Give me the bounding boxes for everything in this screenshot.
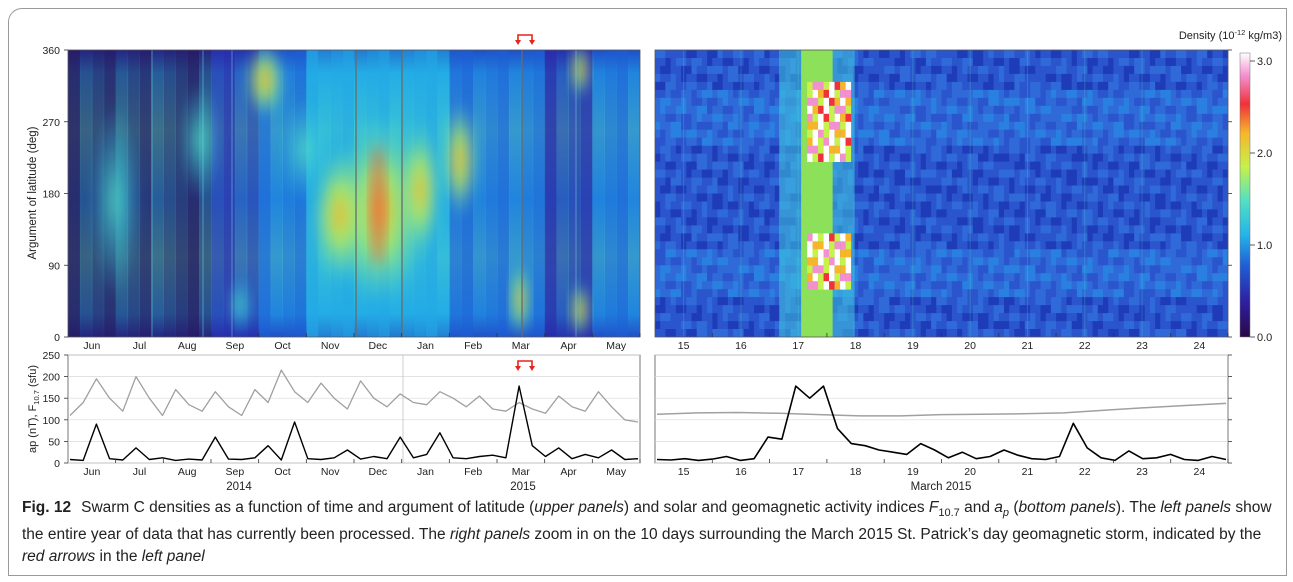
x-tick-lower-left: Aug: [178, 466, 197, 478]
x-tick-upper-right: 23: [1136, 340, 1148, 352]
y-axis-label-lower: ap (nT), F10.7 (sfu): [27, 365, 41, 453]
year-label-2015: 2015: [510, 481, 536, 493]
x-tick-lower-left: Nov: [321, 466, 340, 478]
x-tick-lower-left: Mar: [512, 466, 531, 478]
x-tick-lower-left: Jan: [417, 466, 434, 478]
x-tick-lower-right: 17: [792, 466, 804, 478]
x-tick-lower-left: Oct: [274, 466, 290, 478]
figure-label: Fig. 12: [22, 499, 72, 516]
ap-series-right: [656, 385, 1227, 462]
figure-caption: Fig. 12 Swarm C densities as a function o…: [22, 497, 1272, 568]
x-tick-lower-left: Feb: [464, 466, 482, 478]
x-tick-upper-left: Mar: [512, 340, 531, 352]
lower-left-panel: [67, 354, 641, 464]
y-tick-lower: 250: [42, 350, 60, 362]
colorbar: [1239, 52, 1251, 338]
x-tick-upper-right: 15: [678, 340, 690, 352]
x-tick-lower-right: 16: [735, 466, 747, 478]
x-tick-upper-right: 16: [735, 340, 747, 352]
x-tick-lower-right: 23: [1136, 466, 1148, 478]
y-tick-upper: 360: [42, 45, 60, 57]
x-tick-upper-left: Feb: [464, 340, 482, 352]
y-axis-label-upper: Argument of latitude (deg): [27, 126, 39, 259]
x-tick-lower-left: Sep: [225, 466, 244, 478]
x-tick-lower-right: 19: [907, 466, 919, 478]
x-tick-lower-right: 21: [1022, 466, 1034, 478]
x-tick-lower-left: May: [606, 466, 627, 478]
y-tick-lower: 200: [42, 372, 60, 384]
heatmap-left: [68, 50, 640, 337]
y-tick-upper: 90: [48, 260, 60, 272]
colorbar-tick: 0.0: [1257, 332, 1272, 344]
x-tick-upper-left: Jul: [133, 340, 146, 352]
storm-marker-arrows: [515, 34, 535, 371]
x-tick-lower-left: Dec: [368, 466, 387, 478]
colorbar-tick: 3.0: [1257, 56, 1272, 68]
y-tick-lower: 0: [54, 458, 60, 470]
x-tick-upper-left: Oct: [274, 340, 290, 352]
caption-text: Swarm C densities as a function of time …: [22, 499, 1272, 566]
x-tick-lower-right: 18: [850, 466, 862, 478]
x-tick-upper-right: 22: [1079, 340, 1091, 352]
x-tick-lower-left: Apr: [560, 466, 577, 478]
x-tick-lower-right: 15: [678, 466, 690, 478]
x-tick-upper-left: May: [606, 340, 627, 352]
x-axis-label-right: March 2015: [911, 481, 972, 493]
x-tick-upper-left: Sep: [225, 340, 244, 352]
x-tick-lower-right: 24: [1194, 466, 1206, 478]
x-tick-upper-left: Dec: [368, 340, 387, 352]
f107-series-right: [656, 402, 1227, 417]
x-tick-upper-left: Apr: [560, 340, 577, 352]
colorbar-title: Density (10-12 kg/m3): [1179, 28, 1282, 42]
x-tick-upper-left: Jan: [417, 340, 434, 352]
figure-plots: 0 90 180 270 360 0 50 100 150 200 250 Jun Jun Jul Jul A…: [27, 28, 1282, 493]
y-tick-lower: 50: [48, 436, 60, 448]
x-tick-upper-right: 24: [1194, 340, 1206, 352]
y-tick-upper: 180: [42, 189, 60, 201]
x-tick-lower-left: Jun: [83, 466, 100, 478]
y-tick-lower: 100: [42, 415, 60, 427]
x-tick-upper-right: 18: [850, 340, 862, 352]
y-tick-upper: 0: [54, 332, 60, 344]
colorbar-tick: 1.0: [1257, 240, 1272, 252]
x-tick-upper-right: 21: [1022, 340, 1034, 352]
y-tick-upper: 270: [42, 117, 60, 129]
y-tick-lower: 150: [42, 393, 60, 405]
colorbar-tick: 2.0: [1257, 148, 1272, 160]
x-tick-lower-right: 22: [1079, 466, 1091, 478]
lower-right-panel: [654, 354, 1229, 464]
x-tick-upper-right: 19: [907, 340, 919, 352]
x-tick-upper-left: Jun: [83, 340, 100, 352]
x-tick-upper-left: Aug: [178, 340, 197, 352]
x-tick-upper-right: 17: [792, 340, 804, 352]
x-tick-upper-right: 20: [964, 340, 976, 352]
heatmap-right: [655, 50, 1228, 337]
x-tick-lower-left: Jul: [133, 466, 146, 478]
figure-frame: [8, 8, 1287, 576]
f107-series-left: [69, 369, 639, 423]
x-tick-lower-right: 20: [964, 466, 976, 478]
ap-series-left: [69, 385, 639, 462]
year-label-2014: 2014: [226, 481, 252, 493]
x-tick-upper-left: Nov: [321, 340, 340, 352]
